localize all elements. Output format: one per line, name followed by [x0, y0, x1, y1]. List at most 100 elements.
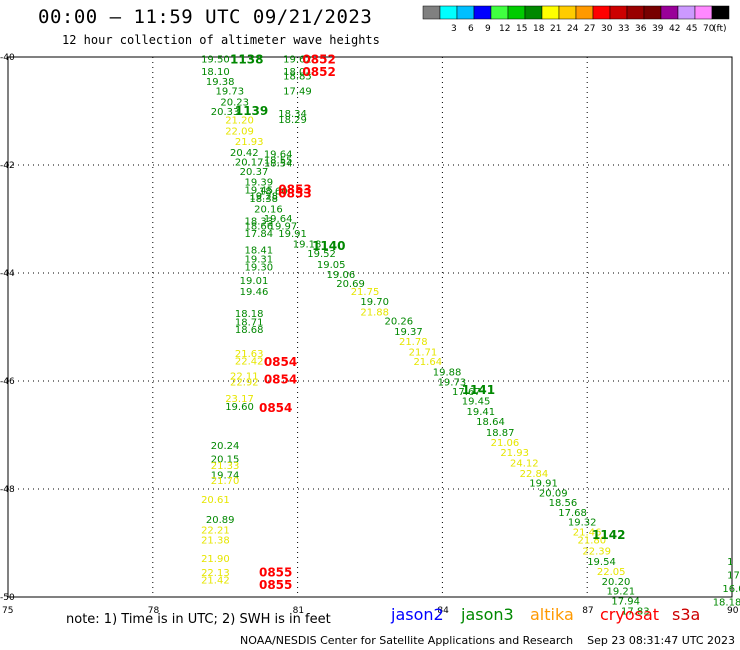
wave-height-label: 20.37 [240, 167, 269, 178]
y-tick-label: -46 [0, 377, 15, 387]
wave-height-label: 18.85 [283, 71, 312, 82]
wave-height-label: 21.46 [573, 528, 602, 539]
wave-height-label: 19.37 [394, 327, 423, 338]
legend-swatch [422, 5, 441, 20]
wave-height-label: 19.46 [240, 287, 269, 298]
legend-label: 12 [499, 24, 510, 34]
pass-id-label: 0854 [259, 401, 292, 415]
y-tick-label: -42 [0, 161, 15, 171]
wave-height-label: 19.01 [240, 276, 269, 287]
wave-height-label: 21.80 [578, 535, 607, 546]
wave-height-label: 18.64 [476, 417, 505, 428]
wave-height-label: 19.91 [278, 229, 307, 240]
wave-height-label: 20.20 [602, 577, 631, 588]
legend-swatch [677, 5, 696, 20]
wave-height-label: 20.23 [220, 97, 249, 108]
wave-height-label: 21.33 [211, 461, 240, 472]
y-tick-label: -48 [0, 485, 15, 495]
legend-label: 39 [652, 24, 664, 34]
wave-height-label: 21.70 [211, 476, 240, 487]
wave-height-label: 21.20 [225, 116, 254, 127]
legend-swatch [456, 5, 475, 20]
satellite-s3a: s3a [672, 605, 701, 624]
wave-height-label: 17.67 [452, 387, 481, 398]
wave-height-label: 22.05 [597, 567, 626, 578]
legend-swatch [439, 5, 458, 20]
credit-footer: NOAA/NESDIS Center for Satellite Applica… [240, 634, 736, 647]
legend-swatch [507, 5, 526, 20]
legend-label: 18 [533, 24, 545, 34]
wave-height-label: 21.93 [235, 137, 264, 148]
wave-height-label: 19.05 [317, 260, 346, 271]
x-tick-label: 78 [148, 606, 160, 616]
wave-height-label: 24.12 [510, 459, 539, 470]
wave-height-label: 19.45 [462, 397, 491, 408]
legend-swatch [473, 5, 492, 20]
wave-height-label: 17.94 [611, 596, 640, 607]
wave-height-label: 19.54 [587, 557, 616, 568]
wave-height-label: 20.26 [384, 317, 413, 328]
legend-unit: (ft) [713, 24, 727, 34]
legend-label: 36 [635, 24, 647, 34]
wave-height-label: 19.64 [264, 214, 293, 225]
wave-height-label: 19.06 [327, 270, 356, 281]
wave-height-label: 20.15 [211, 454, 240, 465]
footnote: note: 1) Time is in UTC; 2) SWH is in fe… [66, 612, 331, 627]
wave-height-label: 21.42 [201, 575, 230, 586]
wave-height-label: 21.38 [201, 535, 230, 546]
legend-swatch [592, 5, 611, 20]
pass-id-label: 0853 [278, 187, 311, 201]
wave-height-label: 19.31 [245, 255, 274, 266]
wave-height-label: 21.90 [201, 554, 230, 565]
legend-label: 42 [669, 24, 680, 34]
wave-height-label: 18.29 [278, 115, 307, 126]
satellite-jason3: jason3 [461, 605, 514, 624]
legend-swatch [626, 5, 645, 20]
y-tick-label: -40 [0, 53, 15, 63]
wave-height-label: 23.17 [225, 394, 254, 405]
legend-label: 70 [703, 24, 715, 34]
wave-height-label: 20.42 [230, 148, 259, 159]
wave-height-label: 18.18 [235, 309, 264, 320]
pass-id-label: 1138 [230, 53, 263, 67]
wave-height-label: 20.09 [539, 488, 568, 499]
legend-swatch [711, 5, 730, 20]
pass-id-label: 1141 [462, 383, 495, 397]
wave-height-label: 20.89 [206, 515, 235, 526]
wave-height-label: 18.10 [201, 67, 230, 78]
wave-height-label: 19.32 [568, 517, 597, 528]
pass-id-label: 0854 [264, 372, 297, 386]
wave-height-label: 19.88 [433, 367, 462, 378]
legend-label: 6 [468, 24, 474, 34]
legend-swatch [541, 5, 560, 20]
legend-label: 33 [618, 24, 629, 34]
wave-height-label: 18.55 [264, 156, 293, 167]
pass-id-label: 0854 [264, 355, 297, 369]
legend-label: 27 [584, 24, 595, 34]
legend-swatch [524, 5, 543, 20]
wave-height-label: 18.66 [245, 222, 274, 233]
wave-height-label: 17.68 [558, 508, 587, 519]
x-tick-label: 81 [293, 606, 304, 616]
wave-height-label: 18.60 [259, 186, 288, 197]
wave-height-label: 17 [727, 570, 740, 581]
wave-height-label: 19.30 [245, 263, 274, 274]
wave-height-label: 18.01 [283, 67, 312, 78]
pass-id-label: 1140 [312, 239, 345, 253]
legend-swatch [575, 5, 594, 20]
x-tick-label: 87 [582, 606, 593, 616]
legend-label: 15 [516, 24, 527, 34]
wave-height-label: 21.75 [351, 287, 380, 298]
wave-height-label: 17.83 [621, 607, 650, 618]
wave-height-label: 21.71 [409, 347, 438, 358]
wave-height-label: 17.49 [283, 87, 312, 98]
wave-height-label: 19.73 [438, 378, 467, 389]
legend-label: 45 [686, 24, 697, 34]
wave-height-label: 22.11 [230, 372, 259, 383]
wave-height-label: 22.21 [201, 526, 230, 537]
wave-height-label: 16.0 [722, 584, 740, 595]
wave-height-label: 22.39 [582, 547, 611, 558]
plot-frame [7, 56, 733, 598]
satellite-jason2: jason2 [391, 605, 444, 624]
wave-height-label: 19.60 [225, 402, 254, 413]
